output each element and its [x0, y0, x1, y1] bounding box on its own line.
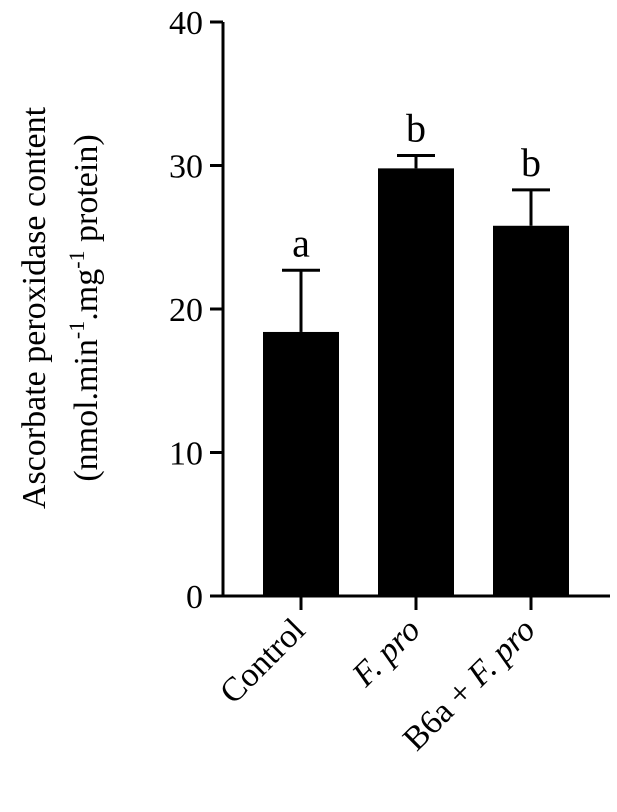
bar [493, 225, 569, 596]
y-tick-label: 20 [169, 292, 203, 329]
x-tick-label-part: F. pro [345, 611, 428, 694]
y-tick-label: 0 [186, 579, 203, 616]
y-tick-label: 10 [169, 436, 203, 473]
y-axis-title-unit-c: protein) [68, 134, 105, 250]
x-tick-label: Control [213, 611, 313, 711]
bar [378, 168, 454, 596]
x-tick-label-part: Control [213, 611, 313, 711]
y-tick-label: 30 [169, 149, 203, 186]
y-tick-label: 40 [169, 5, 203, 42]
y-axis-title: Ascorbate peroxidase content (nmol.min-1… [16, 106, 105, 509]
significance-label: b [406, 105, 426, 150]
y-axis-title-unit-sup1: -1 [64, 321, 89, 339]
x-tick-label: F. pro [345, 611, 428, 694]
significance-label: a [292, 220, 310, 265]
bar [263, 331, 339, 596]
y-axis-title-unit-b: .mg [68, 269, 105, 321]
y-axis-title-unit-a: (nmol.min [68, 339, 105, 482]
y-axis-title-line2: (nmol.min-1.mg-1 protein) [64, 134, 105, 481]
y-axis-title-line1: Ascorbate peroxidase content [16, 106, 53, 509]
significance-label: b [521, 140, 541, 185]
y-axis-title-unit-sup2: -1 [64, 250, 89, 268]
